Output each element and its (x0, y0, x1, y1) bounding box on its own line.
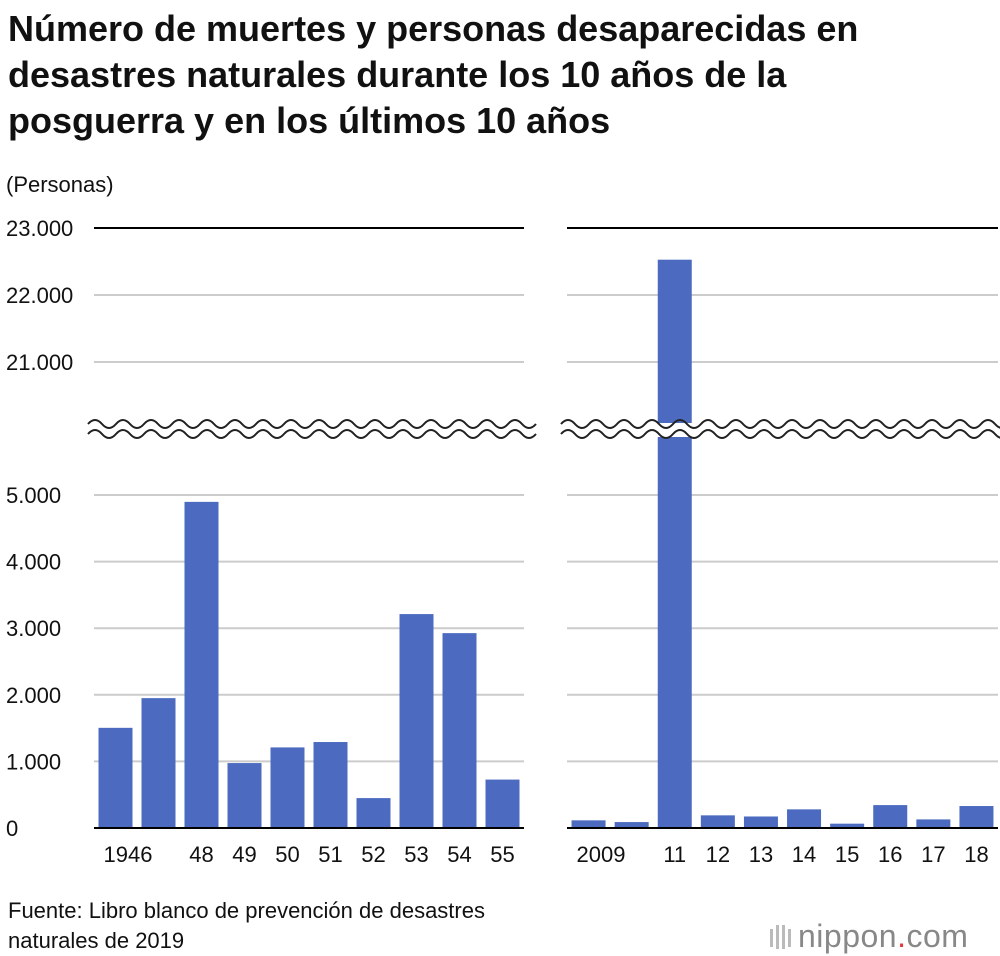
y-tick-label: 4.000 (6, 550, 61, 575)
y-tick-label: 3.000 (6, 616, 61, 641)
x-tick-label: 52 (361, 842, 385, 867)
chart-title-line-2: desastres naturales durante los 10 años … (8, 54, 787, 95)
y-tick-label: 22.000 (6, 283, 73, 308)
chart-title: Número de muertes y personas desaparecid… (8, 6, 988, 144)
chart-title-line-1: Número de muertes y personas desaparecid… (8, 8, 859, 49)
axis-break-wave (87, 419, 537, 429)
bar (571, 820, 606, 828)
x-tick-label: 12 (706, 842, 730, 867)
x-tick-label: 50 (275, 842, 299, 867)
source-line-2: naturales de 2019 (8, 928, 185, 953)
y-axis-unit-label: (Personas) (6, 172, 114, 197)
bar (614, 822, 649, 828)
chart-title-line-3: posguerra y en los últimos 10 años (8, 100, 611, 141)
x-tick-label: 54 (447, 842, 471, 867)
nippon-logo-bars-icon (770, 925, 791, 949)
bar (356, 798, 391, 828)
y-tick-label: 5.000 (6, 483, 61, 508)
y-tick-label: 21.000 (6, 350, 73, 375)
bar (270, 747, 305, 828)
x-tick-label: 49 (232, 842, 256, 867)
x-tick-label: 17 (921, 842, 945, 867)
bar (141, 698, 176, 828)
x-tick-label: 53 (404, 842, 428, 867)
x-tick-label: 2009 (577, 842, 626, 867)
axis-break-wave (87, 429, 537, 439)
source-note: Fuente: Libro blanco de prevención de de… (8, 896, 485, 956)
bar (227, 763, 262, 828)
x-tick-label: 51 (318, 842, 342, 867)
bar (916, 819, 951, 828)
bar (184, 501, 219, 828)
bar (787, 809, 822, 828)
bar (873, 805, 908, 828)
x-tick-label: 1946 (104, 842, 153, 867)
x-tick-label: 15 (835, 842, 859, 867)
bar (959, 806, 994, 828)
bar (700, 815, 735, 828)
y-tick-label: 23.000 (6, 216, 73, 241)
source-line-1: Fuente: Libro blanco de prevención de de… (8, 898, 485, 923)
bar (485, 779, 520, 828)
logo-suffix: com (906, 918, 969, 954)
bar (830, 823, 865, 828)
y-tick-label: 2.000 (6, 683, 61, 708)
x-tick-label: 16 (878, 842, 902, 867)
bar (442, 633, 477, 828)
logo-dot: . (897, 918, 907, 954)
x-tick-label: 55 (490, 842, 514, 867)
bar (98, 727, 133, 828)
x-tick-label: 48 (189, 842, 213, 867)
y-tick-label: 1.000 (6, 749, 61, 774)
bar (743, 816, 778, 828)
y-tick-label: 0 (6, 816, 18, 841)
nippon-logo: nippon.com (768, 918, 968, 955)
x-tick-label: 13 (749, 842, 773, 867)
x-tick-label: 14 (792, 842, 816, 867)
axis-break-wave (560, 429, 1000, 439)
bar-chart: (Personas) 0 1.000 2.000 3.000 4.000 5.000 21.0… (6, 172, 1000, 867)
bar (313, 742, 348, 828)
bar (657, 259, 692, 828)
bar (399, 614, 434, 828)
logo-name: nippon (798, 918, 898, 954)
x-tick-label: 18 (964, 842, 988, 867)
axis-break-wave (560, 419, 1000, 429)
x-tick-label: 11 (663, 842, 686, 867)
